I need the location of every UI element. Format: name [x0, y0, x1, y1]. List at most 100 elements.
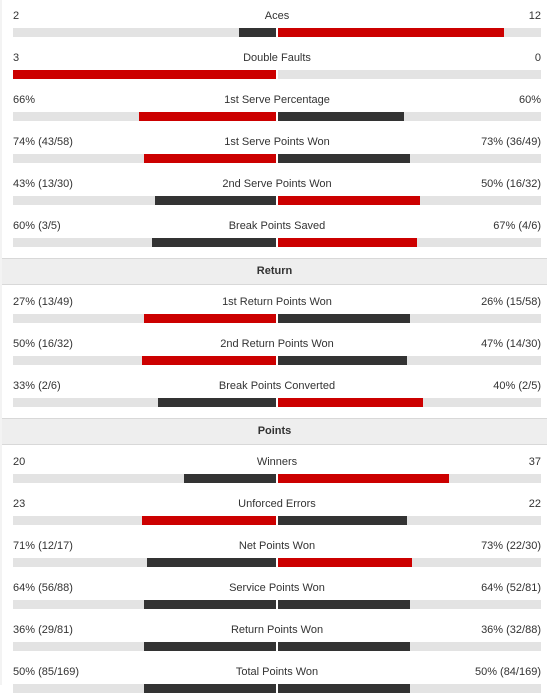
stat-row-net-points-won: 71% (12/17) Net Points Won 73% (22/30) — [0, 539, 547, 569]
player1-value: 50% (85/169) — [13, 666, 80, 678]
player2-bar-fill — [278, 238, 417, 247]
stat-label: Double Faults — [243, 52, 311, 64]
player2-value: 26% (15/58) — [481, 296, 541, 308]
player2-bar-fill — [278, 154, 410, 163]
player1-value: 36% (29/81) — [13, 624, 73, 636]
player2-value: 73% (22/30) — [481, 540, 541, 552]
player2-value: 73% (36/49) — [481, 136, 541, 148]
player2-value: 50% (84/169) — [474, 666, 541, 678]
stat-row-1st-return-points-won: 27% (13/49) 1st Return Points Won 26% (15/… — [0, 295, 547, 325]
player2-bar-fill — [278, 516, 407, 525]
player1-bar-track — [13, 516, 276, 525]
player1-bar-fill — [239, 28, 276, 37]
player2-value: 40% (2/5) — [493, 380, 541, 392]
player2-bar-track — [278, 112, 541, 121]
player1-bar-track — [13, 196, 276, 205]
player2-value: 36% (32/88) — [481, 624, 541, 636]
player2-bar-track — [278, 684, 541, 693]
player1-bar-fill — [152, 238, 276, 247]
player1-bar-track — [13, 684, 276, 693]
stat-row-2nd-serve-points-won: 43% (13/30) 2nd Serve Points Won 50% (16/3… — [0, 177, 547, 207]
player1-value: 3 — [13, 52, 20, 64]
section-header-points: Points — [2, 418, 547, 445]
stat-row-1st-serve-points-won: 74% (43/58) 1st Serve Points Won 73% (36/4… — [0, 135, 547, 165]
stat-label: 1st Serve Percentage — [224, 94, 330, 106]
player2-bar-fill — [278, 196, 420, 205]
player2-bar-fill — [278, 398, 423, 407]
player2-bar-track — [278, 558, 541, 567]
stat-row-winners: 20 Winners 37 — [0, 455, 547, 485]
player2-value: 22 — [528, 498, 541, 510]
stat-label: Aces — [264, 10, 290, 22]
player1-value: 66% — [13, 94, 36, 106]
player1-bar-track — [13, 112, 276, 121]
player1-bar-fill — [144, 314, 276, 323]
stat-row-double-faults: 3 Double Faults 0 — [0, 51, 547, 81]
player1-bar-track — [13, 154, 276, 163]
stat-row-unforced-errors: 23 Unforced Errors 22 — [0, 497, 547, 527]
stat-label: Break Points Converted — [218, 380, 336, 392]
player1-bar-fill — [144, 642, 276, 651]
player1-bar-fill — [144, 600, 276, 609]
stat-label: Service Points Won — [229, 582, 325, 594]
player1-bar-fill — [155, 196, 276, 205]
player2-bar-fill — [278, 28, 504, 37]
player2-bar-fill — [278, 314, 410, 323]
player1-bar-fill — [139, 112, 276, 121]
player1-value: 71% (12/17) — [13, 540, 73, 552]
player1-bar-track — [13, 356, 276, 365]
player2-bar-fill — [278, 600, 410, 609]
player1-value: 60% (3/5) — [13, 220, 61, 232]
stat-label: 2nd Serve Points Won — [222, 178, 332, 190]
player1-bar-track — [13, 398, 276, 407]
player1-value: 43% (13/30) — [13, 178, 73, 190]
player2-bar-track — [278, 154, 541, 163]
player1-bar-track — [13, 238, 276, 247]
stat-row-service-points-won: 64% (56/88) Service Points Won 64% (52/81) — [0, 581, 547, 611]
left-edge-strip — [0, 0, 2, 685]
section-header-return: Return — [2, 258, 547, 285]
player1-value: 20 — [13, 456, 26, 468]
player2-value: 67% (4/6) — [493, 220, 541, 232]
player2-bar-fill — [278, 112, 404, 121]
player1-bar-fill — [144, 154, 276, 163]
player1-value: 74% (43/58) — [13, 136, 73, 148]
player2-bar-fill — [278, 558, 412, 567]
stat-row-aces: 2 Aces 12 — [0, 9, 547, 39]
player2-value: 60% — [518, 94, 541, 106]
player2-bar-track — [278, 70, 541, 79]
player2-bar-track — [278, 600, 541, 609]
player2-value: 50% (16/32) — [481, 178, 541, 190]
stat-label: Unforced Errors — [238, 498, 316, 510]
player1-value: 50% (16/32) — [13, 338, 73, 350]
player1-bar-fill — [142, 516, 276, 525]
player2-value: 12 — [528, 10, 541, 22]
player2-bar-track — [278, 516, 541, 525]
stat-label: Total Points Won — [235, 666, 319, 678]
player1-bar-fill — [144, 684, 276, 693]
player2-bar-fill — [278, 356, 407, 365]
player1-bar-track — [13, 314, 276, 323]
player2-bar-track — [278, 196, 541, 205]
player1-bar-fill — [184, 474, 276, 483]
player2-bar-track — [278, 314, 541, 323]
player2-bar-fill — [278, 684, 410, 693]
stat-label: 1st Return Points Won — [222, 296, 332, 308]
player2-bar-track — [278, 398, 541, 407]
stat-row-2nd-return-points-won: 50% (16/32) 2nd Return Points Won 47% (14/… — [0, 337, 547, 367]
player1-bar-track — [13, 558, 276, 567]
stat-row-return-points-won: 36% (29/81) Return Points Won 36% (32/88) — [0, 623, 547, 653]
player2-value: 64% (52/81) — [481, 582, 541, 594]
player1-value: 2 — [13, 10, 20, 22]
player1-value: 33% (2/6) — [13, 380, 61, 392]
player2-bar-fill — [278, 474, 449, 483]
stat-label: 2nd Return Points Won — [220, 338, 334, 350]
player2-bar-fill — [278, 642, 410, 651]
player2-bar-track — [278, 238, 541, 247]
player1-bar-track — [13, 600, 276, 609]
player1-bar-track — [13, 28, 276, 37]
player2-bar-track — [278, 28, 541, 37]
stat-row-total-points-won: 50% (85/169) Total Points Won 50% (84/169) — [0, 665, 547, 695]
stat-label: 1st Serve Points Won — [224, 136, 330, 148]
